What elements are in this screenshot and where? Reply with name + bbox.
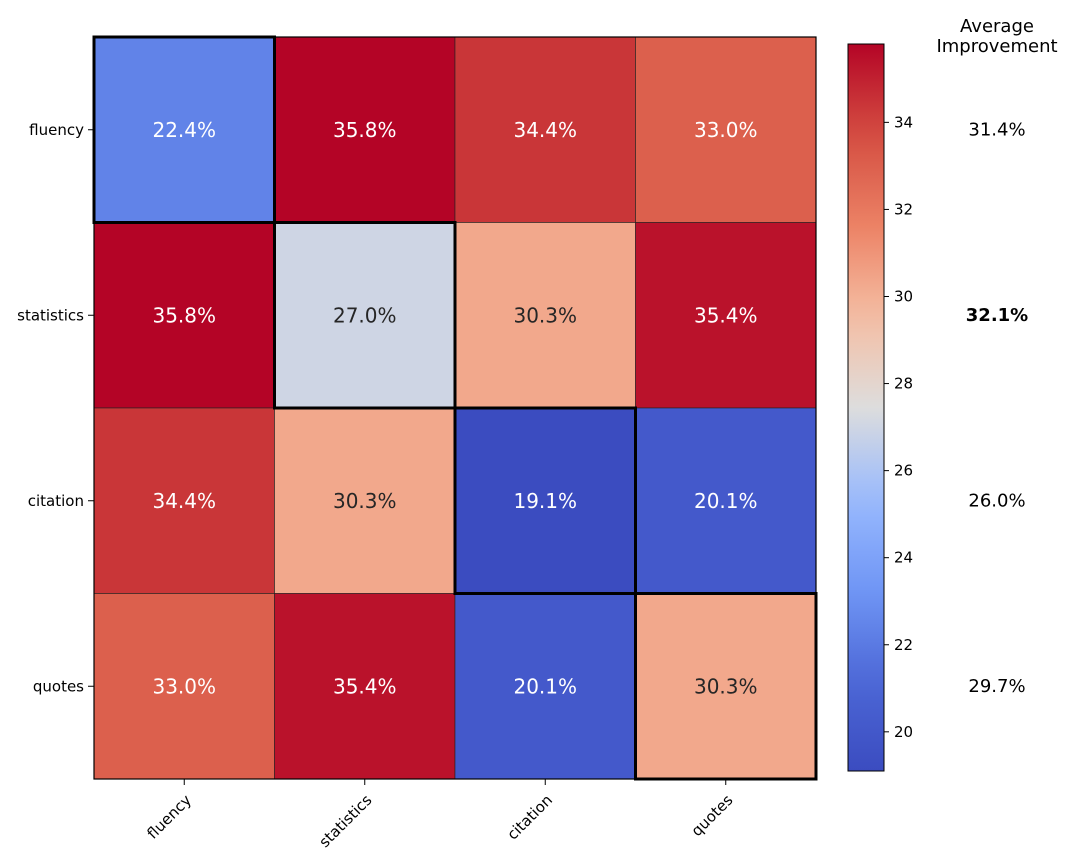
average-improvement-values: 31.4% 32.1% 26.0% 29.7% — [966, 119, 1028, 697]
y-tick-label: quotes — [33, 677, 84, 695]
cell-label: 20.1% — [694, 489, 758, 513]
cell-label: 35.8% — [333, 118, 397, 142]
heatmap-cells: 22.4% 35.8% 34.4% 33.0% 35.8% 27.0% 30.3% 35.4%… — [93, 36, 817, 780]
diagonal-highlight — [453, 406, 637, 595]
cell-label: 35.8% — [152, 303, 216, 327]
cell-label: 19.1% — [513, 489, 577, 513]
cell-label: 27.0% — [333, 303, 397, 327]
cell-label: 34.4% — [513, 118, 577, 142]
cell-label: 35.4% — [694, 303, 758, 327]
y-tick-label: citation — [28, 492, 84, 510]
heatmap-cell — [635, 407, 817, 594]
x-tick-label: citation — [504, 791, 556, 843]
colorbar-tick-label: 20 — [894, 723, 913, 741]
heatmap-cell — [93, 407, 275, 594]
colorbar-tick-label: 28 — [894, 375, 913, 393]
average-title-line-2: Improvement — [936, 36, 1057, 57]
heatmap-cell — [93, 222, 275, 409]
colorbar-tick-label: 24 — [894, 549, 913, 567]
heatmap-cell — [454, 222, 636, 409]
colorbar-tick-label: 34 — [894, 113, 913, 131]
cell-label: 33.0% — [694, 118, 758, 142]
colorbar-tick-label: 32 — [894, 200, 913, 218]
average-value: 32.1% — [966, 305, 1028, 326]
colorbar-tick-label: 30 — [894, 287, 913, 305]
average-value: 31.4% — [968, 119, 1025, 140]
average-title-line-1: Average — [960, 16, 1034, 37]
cell-label: 30.3% — [694, 674, 758, 698]
average-value: 29.7% — [968, 676, 1025, 697]
heatmap-cell — [635, 36, 817, 223]
heatmap-cell — [93, 593, 275, 780]
cell-label: 22.4% — [152, 118, 216, 142]
x-tick-label: fluency — [144, 791, 196, 843]
heatmap-cell — [454, 36, 636, 223]
heatmap-cell — [274, 222, 456, 409]
y-tick-label: fluency — [29, 121, 84, 139]
y-axis-ticks: fluency statistics citation quotes — [17, 121, 94, 695]
diagonal-highlight — [273, 221, 457, 410]
cell-label: 30.3% — [513, 303, 577, 327]
cell-label: 35.4% — [333, 674, 397, 698]
heatmap-cell — [454, 407, 636, 594]
colorbar-tick-label: 22 — [894, 636, 913, 654]
heatmap-cell — [274, 593, 456, 780]
heatmap-cell — [93, 36, 275, 223]
colorbar-tick-label: 26 — [894, 462, 913, 480]
heatmap-cell — [635, 593, 817, 780]
x-tick-label: quotes — [688, 791, 737, 840]
heatmap-cell — [454, 593, 636, 780]
cell-label: 33.0% — [152, 674, 216, 698]
cell-label: 20.1% — [513, 674, 577, 698]
y-tick-label: statistics — [17, 306, 84, 324]
average-value: 26.0% — [968, 490, 1025, 511]
x-tick-label: statistics — [315, 791, 375, 851]
heatmap-frame — [93, 36, 817, 780]
x-axis-ticks: fluency statistics citation quotes — [144, 779, 737, 851]
colorbar-ticks: 20 22 24 26 28 30 32 34 — [884, 113, 913, 741]
cell-label: 30.3% — [333, 489, 397, 513]
colorbar — [847, 43, 885, 772]
cell-label: 34.4% — [152, 489, 216, 513]
heatmap-cell — [635, 222, 817, 409]
